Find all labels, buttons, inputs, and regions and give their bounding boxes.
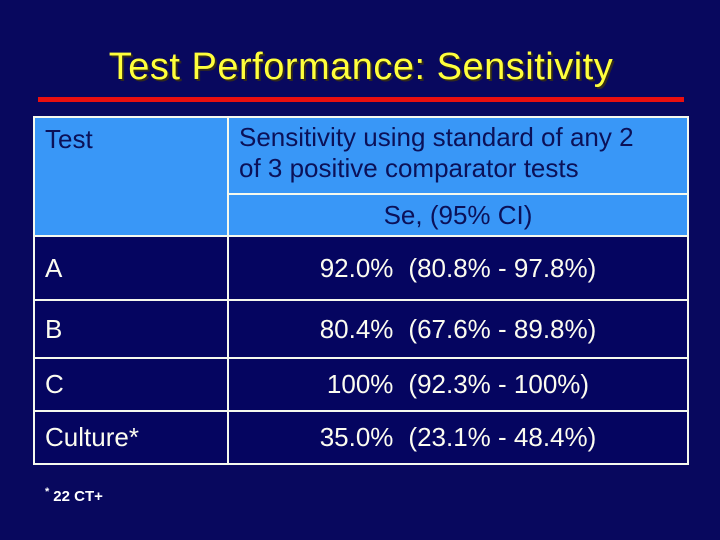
test-c-label: C	[45, 369, 64, 399]
table-row-value: 80.4% (67.6% - 89.8%)	[229, 301, 687, 357]
table-header-sensitivity-cell: Sensitivity using standard of any 2 of 3…	[229, 118, 687, 193]
test-b-confidence-interval: (67.6% - 89.8%)	[408, 313, 597, 344]
footnote-asterisk: *	[45, 486, 50, 498]
title-underline	[38, 97, 684, 102]
test-b-sensitivity: 80.4%	[319, 313, 394, 344]
table-header-se-ci-label: Se, (95% CI)	[383, 199, 533, 230]
culture-sensitivity: 35.0%	[319, 422, 394, 452]
test-a-confidence-interval: (80.8% - 97.8%)	[408, 252, 597, 283]
table-row-label: Culture*	[35, 412, 227, 463]
table-header-test-label: Test	[45, 124, 93, 154]
table-header-se-ci-cell: Se, (95% CI)	[229, 195, 687, 235]
table-row-label: C	[35, 359, 227, 410]
test-c-confidence-interval: (92.3% - 100%)	[408, 369, 590, 399]
test-a-label: A	[45, 252, 63, 283]
culture-label: Culture*	[45, 422, 139, 452]
test-c-sensitivity: 100%	[326, 369, 394, 399]
table-header-sensitivity-line2: of 3 positive comparator tests	[239, 153, 579, 183]
table-row-value: 92.0% (80.8% - 97.8%)	[229, 237, 687, 299]
footnote-text: 22 CT+	[53, 488, 103, 505]
table-row-value: 100% (92.3% - 100%)	[229, 359, 687, 410]
test-a-sensitivity: 92.0%	[319, 252, 394, 283]
table-header-sensitivity-line1: Sensitivity using standard of any 2	[239, 122, 634, 152]
culture-confidence-interval: (23.1% - 48.4%)	[408, 422, 597, 452]
sensitivity-table: Test Sensitivity using standard of any 2…	[33, 116, 689, 465]
table-row-value: 35.0% (23.1% - 48.4%)	[229, 412, 687, 463]
table-row-label: A	[35, 237, 227, 299]
footnote: * 22 CT+	[45, 486, 103, 505]
table-row-label: B	[35, 301, 227, 357]
slide-title: Test Performance: Sensitivity	[108, 46, 614, 88]
table-header-test-cell: Test	[35, 118, 227, 235]
test-b-label: B	[45, 313, 63, 344]
